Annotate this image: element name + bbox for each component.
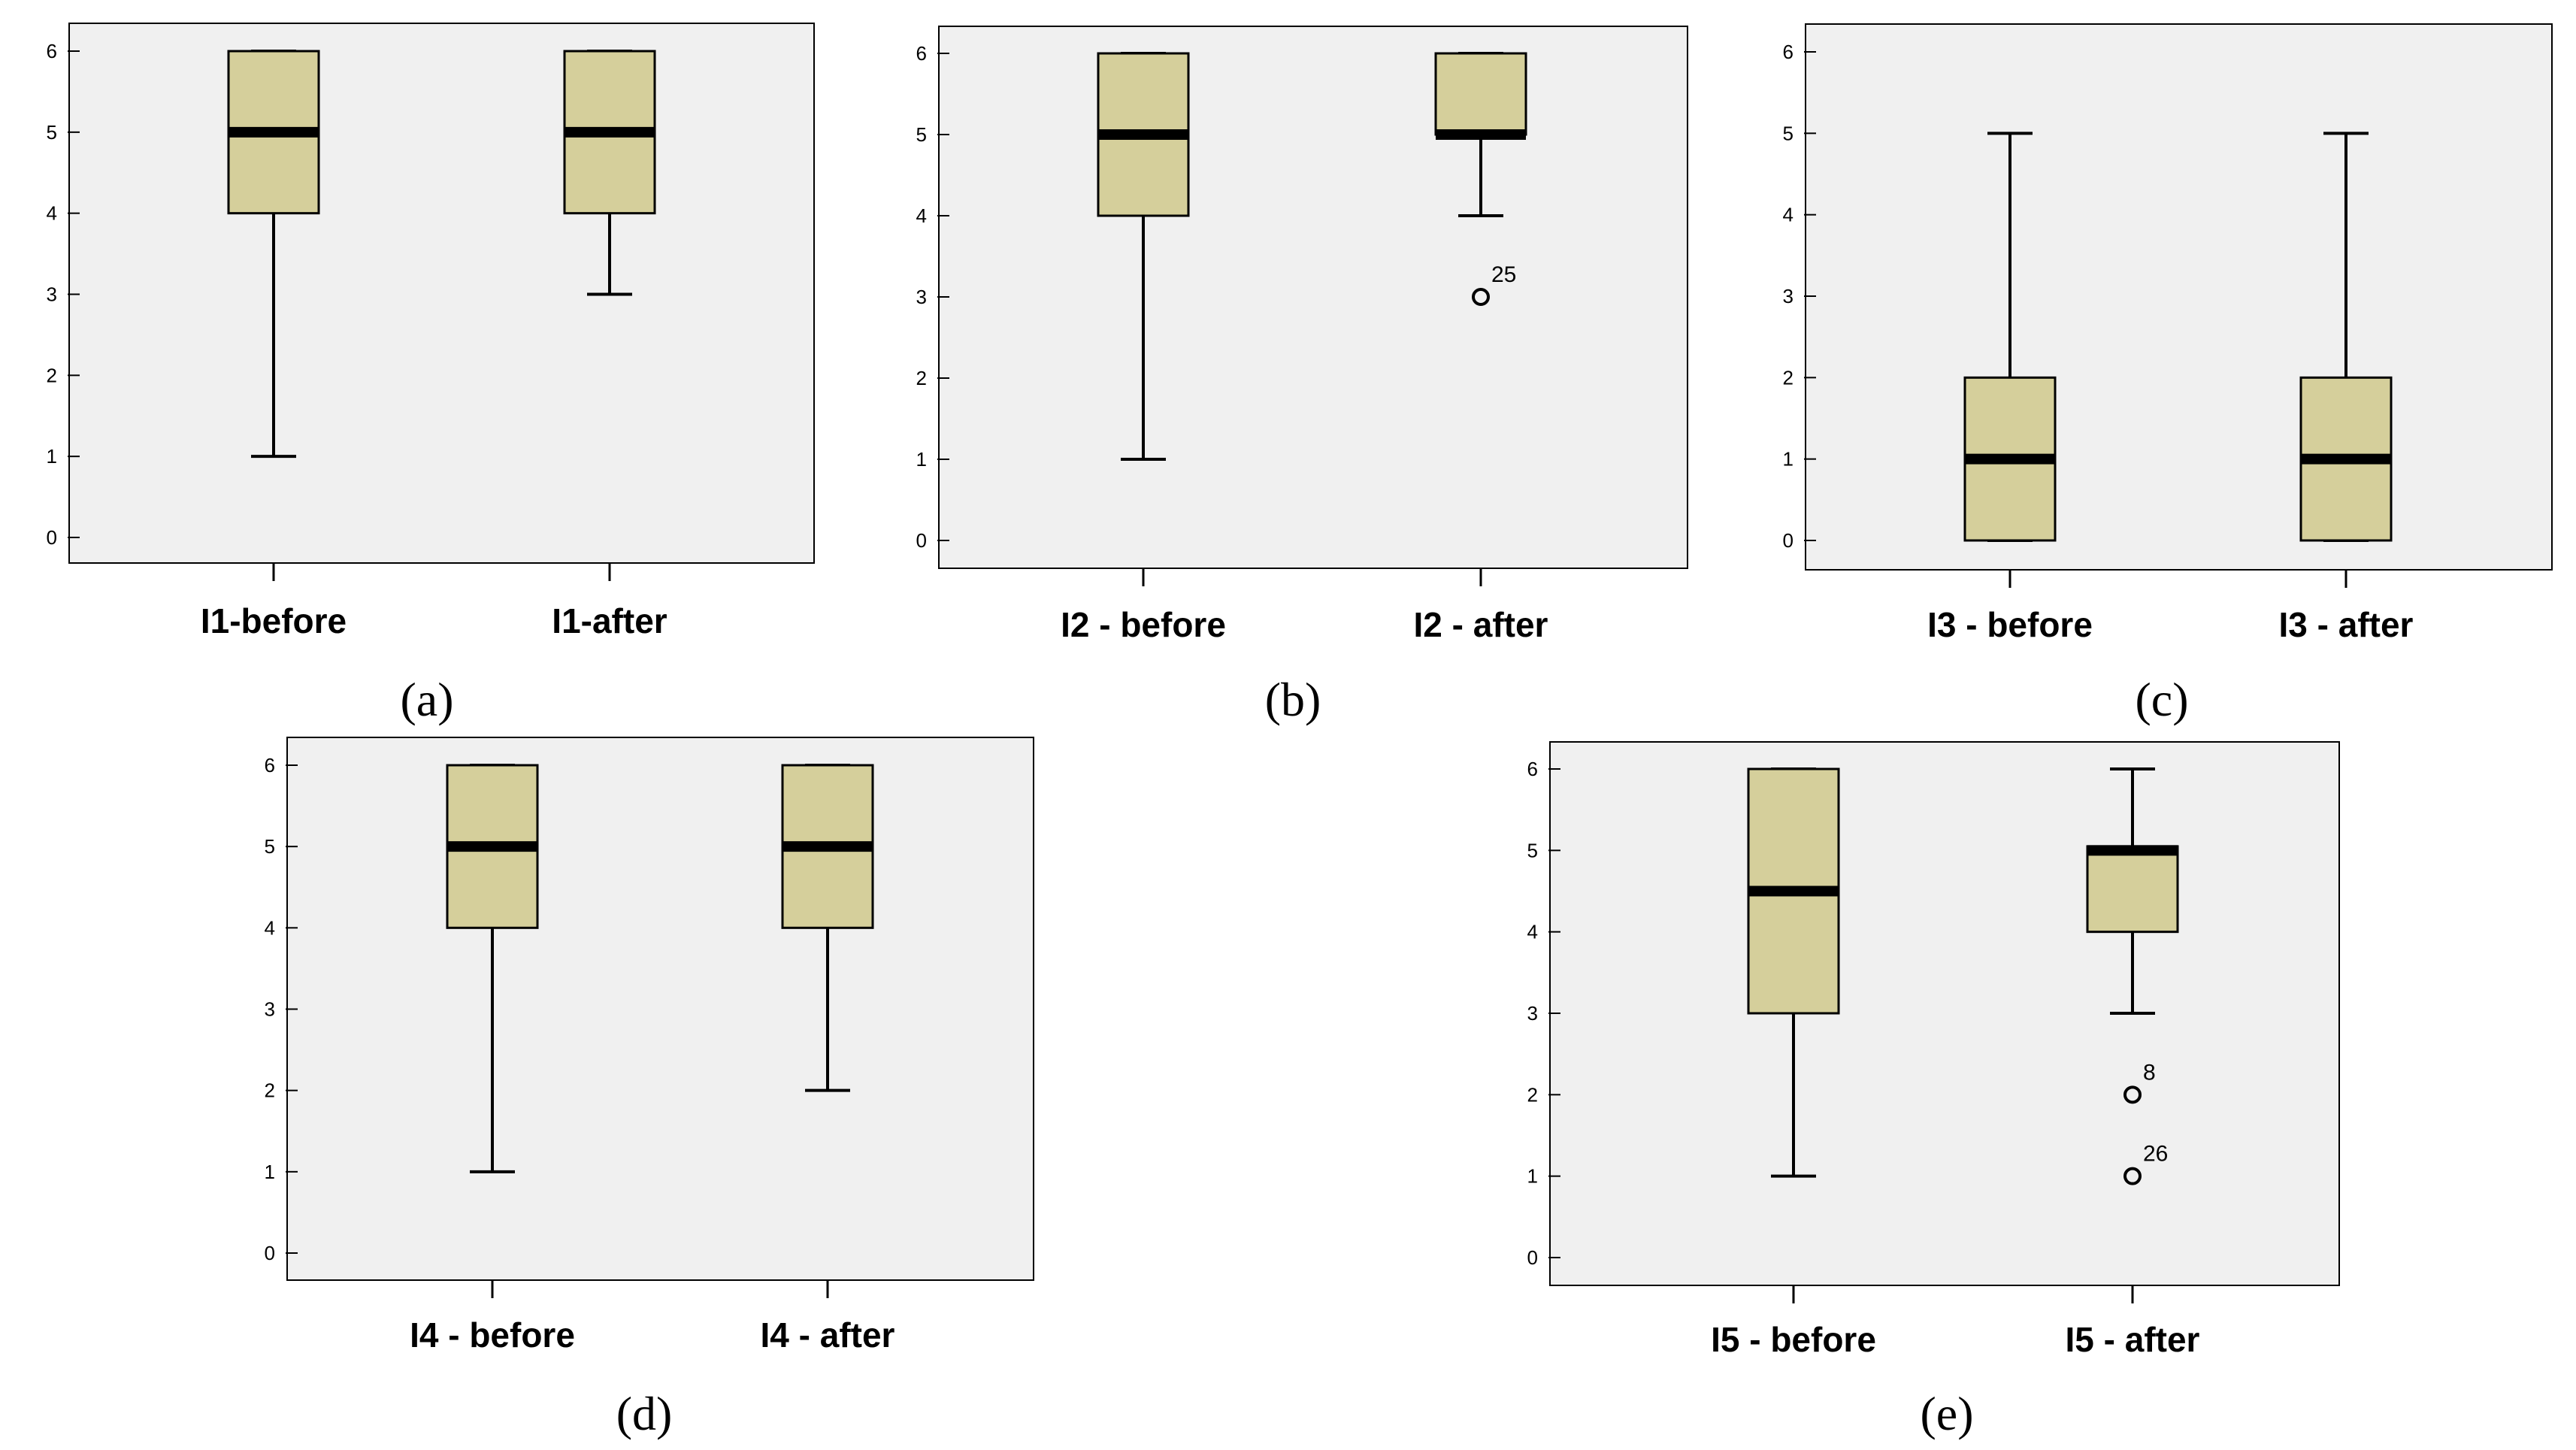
box-2: I3 - after (2279, 132, 2414, 644)
outlier-label: 26 (2143, 1142, 2168, 1167)
y-tick-label: 2 (1527, 1083, 1538, 1106)
y-tick-label: 6 (47, 40, 57, 62)
y-tick-label: 4 (1783, 204, 1794, 226)
y-tick-label: 6 (265, 754, 275, 776)
y-tick-label: 0 (265, 1242, 275, 1264)
plot-area (1805, 23, 2553, 571)
y-tick-label: 1 (1783, 448, 1794, 471)
outlier-label: 8 (2143, 1060, 2156, 1085)
plot-area (68, 23, 815, 564)
category-label: I5 - before (1711, 1320, 1876, 1359)
box-2: 25 I2 - after (1414, 52, 1548, 644)
boxplot-panel-5: 0 1 2 3 4 5 6 I5 - before 8 26 I5 - after (e) (1527, 741, 2340, 1440)
iqr-box (1434, 52, 1527, 136)
y-tick-label: 3 (47, 283, 57, 306)
plot-area (1549, 741, 2340, 1286)
y-tick-label: 2 (265, 1079, 275, 1102)
y-tick-label: 1 (265, 1161, 275, 1183)
y-tick-label: 5 (1783, 122, 1794, 144)
category-label: I2 - after (1414, 605, 1548, 644)
box-2: 8 26 I5 - after (2066, 767, 2200, 1359)
category-label: I4 - before (410, 1315, 575, 1355)
y-tick-label: 0 (916, 529, 927, 552)
y-tick-label: 2 (1783, 366, 1794, 389)
panel-label: (e) (1920, 1387, 1973, 1440)
y-tick-label: 4 (265, 916, 275, 939)
panel-label: (c) (2135, 673, 2188, 726)
y-tick-label: 4 (47, 202, 57, 225)
box-1: I3 - before (1927, 132, 2093, 644)
outlier-point (2123, 1167, 2142, 1185)
plot-area (286, 737, 1034, 1281)
category-label: I3 - after (2279, 605, 2414, 644)
box-1: I2 - before (1061, 52, 1226, 644)
panel-label: (b) (1265, 673, 1321, 726)
box-1: I1-before (201, 50, 347, 640)
y-tick-label: 3 (916, 286, 927, 308)
category-label: I1-before (201, 601, 347, 640)
y-tick-label: 5 (1527, 839, 1538, 861)
y-tick-label: 4 (916, 204, 927, 227)
y-tick-label: 6 (1527, 758, 1538, 780)
boxplot-panel-2: 0 1 2 3 4 5 6 I2 - before 25 I2 - after (b) (916, 26, 1688, 726)
y-tick-label: 0 (1527, 1246, 1538, 1269)
outlier-point (2123, 1085, 2142, 1104)
y-tick-label: 0 (47, 526, 57, 549)
outlier-point (1472, 288, 1490, 306)
category-label: I2 - before (1061, 605, 1226, 644)
box-2: I4 - after (761, 764, 895, 1355)
y-tick-label: 5 (265, 835, 275, 858)
y-tick-label: 0 (1783, 529, 1794, 552)
category-label: I4 - after (761, 1315, 895, 1355)
boxplot-panel-4: 0 1 2 3 4 5 6 I4 - before I4 - after (d) (265, 737, 1034, 1440)
box-1: I4 - before (410, 764, 575, 1355)
y-tick-label: 5 (916, 123, 927, 146)
y-tick-label: 2 (916, 367, 927, 389)
y-tick-label: 2 (47, 364, 57, 386)
category-label: I5 - after (2066, 1320, 2200, 1359)
boxplot-panel-1: 0 1 2 3 4 5 6 I1-before I1-after (a) (47, 23, 815, 726)
box-2: I1-after (552, 50, 667, 640)
boxplot-panel-3: 0 1 2 3 4 5 6 I3 - before I3 - after (c) (1783, 23, 2553, 726)
y-tick-label: 6 (1783, 41, 1794, 63)
iqr-box (2086, 845, 2179, 934)
category-label: I3 - before (1927, 605, 2093, 644)
y-tick-label: 3 (1783, 285, 1794, 307)
y-tick-label: 4 (1527, 921, 1538, 943)
box-1: I5 - before (1711, 767, 1876, 1359)
y-tick-label: 3 (265, 998, 275, 1021)
outlier-label: 25 (1491, 262, 1516, 287)
y-tick-label: 1 (47, 445, 57, 468)
panel-label: (a) (400, 673, 453, 726)
y-tick-label: 1 (1527, 1165, 1538, 1188)
plot-area (938, 26, 1688, 569)
category-label: I1-after (552, 601, 667, 640)
y-tick-label: 5 (47, 121, 57, 144)
panel-label: (d) (616, 1387, 673, 1440)
y-tick-label: 3 (1527, 1002, 1538, 1025)
y-tick-label: 1 (916, 448, 927, 471)
y-tick-label: 6 (916, 42, 927, 65)
